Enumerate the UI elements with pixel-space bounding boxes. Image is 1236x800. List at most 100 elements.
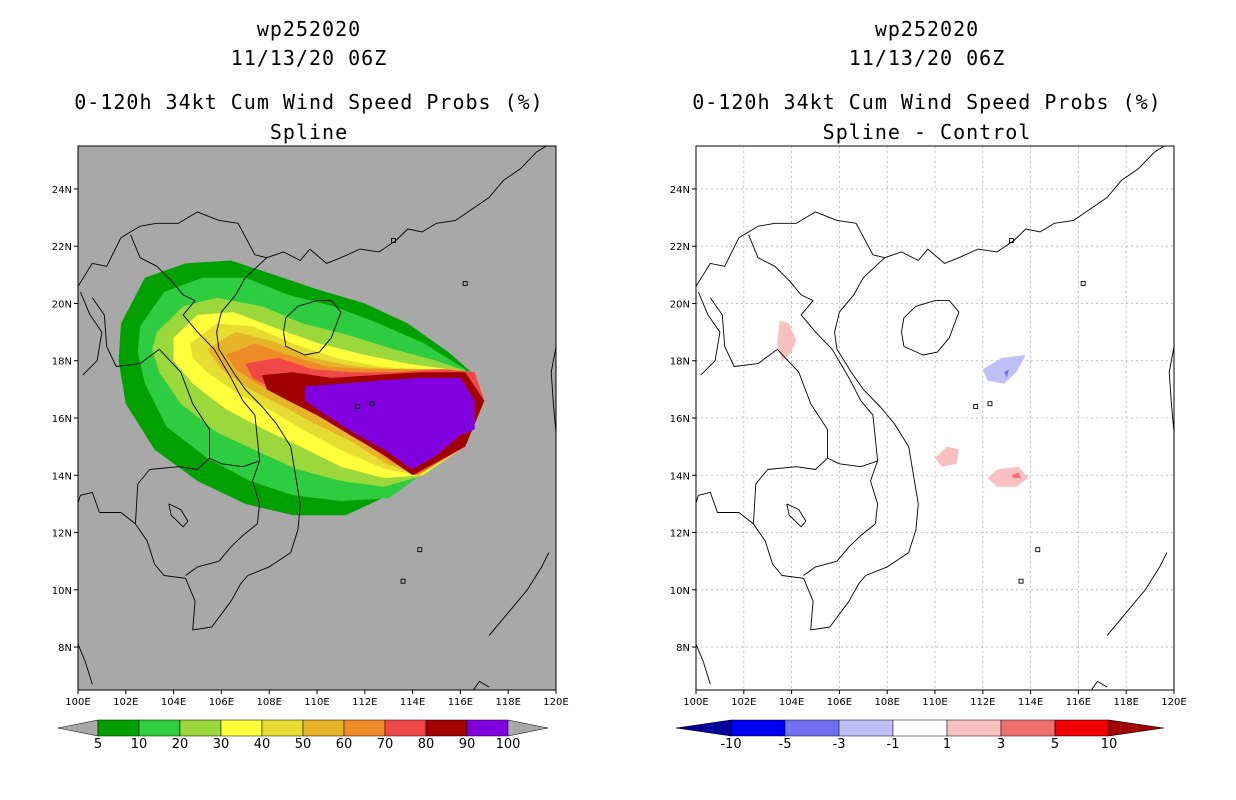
colorbar-label: -10	[720, 737, 741, 752]
coastline-segment	[550, 346, 556, 461]
coastline-segment	[698, 257, 919, 631]
colorbar-label: 80	[418, 737, 435, 752]
colorbar-label: 100	[496, 737, 521, 752]
right-datetime: 11/13/20 06Z	[848, 46, 1006, 70]
colorbar-swatch	[730, 719, 786, 737]
x-tick-label: 116E	[448, 697, 473, 708]
colorbar-label: 10	[131, 737, 148, 752]
y-tick-label: 16N	[52, 414, 72, 425]
y-tick-label: 22N	[52, 242, 72, 253]
coastline-segment	[827, 457, 878, 468]
x-tick-label: 102E	[731, 697, 756, 708]
x-tick-label: 100E	[683, 697, 708, 708]
coastlines-and-borders	[78, 146, 556, 690]
x-tick-label: 110E	[304, 697, 329, 708]
colorbar-label: -5	[779, 737, 792, 752]
x-tick-label: 108E	[256, 697, 281, 708]
coastlines-and-borders	[696, 146, 1174, 690]
coastline-segment	[488, 552, 550, 636]
y-tick-label: 14N	[670, 471, 690, 482]
island-mark	[462, 280, 468, 286]
coastline-segment	[78, 146, 547, 287]
island-mark	[369, 401, 375, 407]
y-tick-label: 18N	[52, 357, 72, 368]
x-tick-label: 106E	[209, 697, 234, 708]
colorbar-label: 70	[377, 737, 394, 752]
negative-diff-core	[1004, 369, 1010, 378]
coastline-segment	[80, 257, 301, 631]
positive-diff-area	[935, 446, 959, 467]
positive-diff-core	[1011, 472, 1021, 479]
right-product-title: 0-120h 34kt Cum Wind Speed Probs (%)	[692, 90, 1162, 114]
colorbar-label: 30	[213, 737, 230, 752]
y-tick-label: 8N	[676, 643, 690, 654]
x-tick-label: 110E	[922, 697, 947, 708]
coastline-segment	[748, 234, 879, 576]
colorbar-upper-arrow	[1108, 719, 1165, 737]
colorbar-swatch	[138, 719, 181, 737]
colorbar-label: 1	[943, 737, 951, 752]
island-mark	[391, 238, 396, 243]
colorbar-swatch	[1000, 719, 1056, 737]
coastline-segment	[1090, 680, 1108, 690]
x-tick-label: 100E	[65, 697, 90, 708]
island-mark	[1035, 547, 1041, 553]
coastline-segment	[168, 503, 189, 528]
axis-labels: 100E 102E 104E 106E 108E 110E 112E 114E 116E 118E…	[670, 185, 1187, 708]
colorbar-swatch	[302, 719, 345, 737]
coastline-segment	[130, 234, 261, 576]
y-tick-label: 10N	[670, 586, 690, 597]
colorbar-label: 3	[997, 737, 1005, 752]
positive-diff-area	[777, 320, 797, 361]
colorbar-swatch	[466, 719, 509, 737]
y-tick-label: 12N	[670, 529, 690, 540]
colorbar-swatch	[784, 719, 840, 737]
difference-contours	[696, 146, 1174, 690]
coastline-segment	[1106, 552, 1168, 636]
left-subtitle: Spline	[269, 120, 349, 144]
prob-band-90	[305, 377, 475, 470]
x-tick-label: 118E	[495, 697, 520, 708]
colorbar-lower-arrow	[57, 719, 99, 737]
x-tick-label: 118E	[1113, 697, 1138, 708]
colorbar-label: -3	[833, 737, 846, 752]
colorbar-swatch	[261, 719, 304, 737]
colorbar-swatch	[892, 719, 948, 737]
y-tick-label: 18N	[670, 357, 690, 368]
probability-contours	[78, 146, 556, 690]
coastline-segment	[709, 297, 828, 524]
x-tick-label: 104E	[161, 697, 186, 708]
y-tick-label: 8N	[58, 643, 72, 654]
colorbar-label: 50	[295, 737, 312, 752]
coastline-segment	[696, 146, 1165, 287]
coastline-segment	[697, 291, 721, 376]
y-tick-label: 10N	[52, 586, 72, 597]
colorbar-swatch	[838, 719, 894, 737]
x-tick-label: 112E	[970, 697, 995, 708]
x-tick-label: 120E	[543, 697, 568, 708]
colorbar-swatch	[179, 719, 222, 737]
left-probability-map: 100E 102E 104E 106E 108E 110E 112E 114E 116E 118E…	[52, 145, 569, 752]
colorbar-swatch	[384, 719, 427, 737]
gridlines	[696, 146, 1174, 690]
colorbar-label: -1	[887, 737, 900, 752]
y-tick-label: 16N	[670, 414, 690, 425]
x-tick-label: 114E	[1018, 697, 1043, 708]
right-panel: wp252020 11/13/20 06Z 0-120h 34kt Cum Wi…	[618, 0, 1236, 800]
colorbar-swatch	[425, 719, 468, 737]
x-tick-label: 114E	[400, 697, 425, 708]
colorbar-label: 5	[94, 737, 102, 752]
island-mark	[987, 401, 993, 407]
island-mark	[1080, 280, 1086, 286]
y-tick-label: 12N	[52, 529, 72, 540]
axis-labels: 100E 102E 104E 106E 108E 110E 112E 114E 116E 118E…	[52, 185, 569, 708]
right-subtitle: Spline - Control	[822, 120, 1032, 144]
coastline-segment	[91, 297, 210, 524]
coastline-segment	[696, 495, 711, 685]
island-mark	[400, 578, 406, 584]
right-storm-id: wp252020	[874, 17, 980, 41]
coastline-segment	[472, 680, 490, 690]
left-product-title: 0-120h 34kt Cum Wind Speed Probs (%)	[74, 90, 544, 114]
x-tick-label: 104E	[779, 697, 804, 708]
colorbar-label: 20	[172, 737, 189, 752]
